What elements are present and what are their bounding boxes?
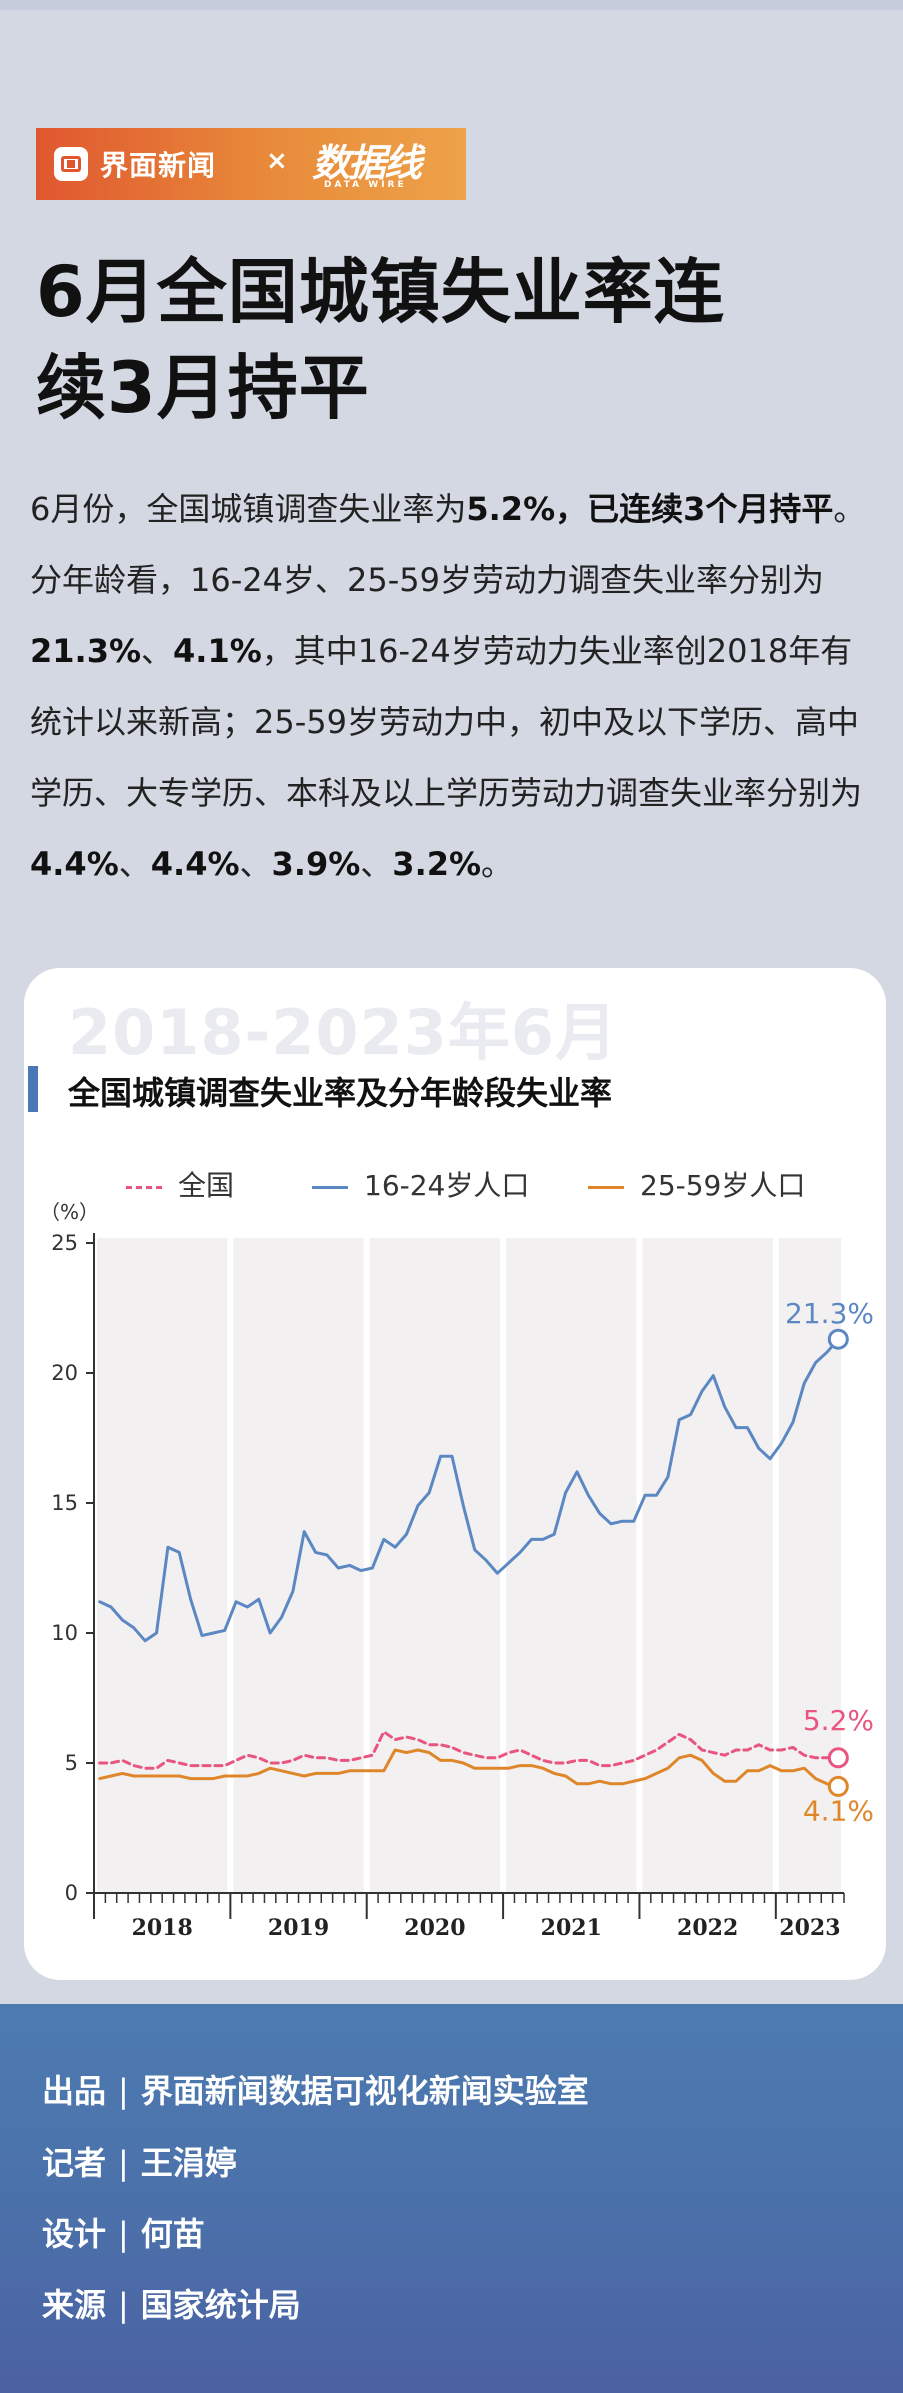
chart-card: 2018-2023年6月 全国城镇调查失业率及分年龄段失业率 全国 16-24岁… <box>24 968 886 1980</box>
intro-text-2: 。分年龄看，16-24岁、25-59岁劳动力调查失业率分别为 <box>30 490 866 599</box>
credit-source: 来源 | 国家统计局 <box>42 2280 301 2326</box>
x-year-label: 2022 <box>677 1915 738 1941</box>
intro-bold-6: 3.9% <box>271 845 361 883</box>
chart-period: 2018-2023年6月 <box>68 996 618 1069</box>
legend-label-youth: 16-24岁人口 <box>364 1169 530 1202</box>
credit-source-value: 国家统计局 <box>140 2286 301 2324</box>
series-end-marker-2 <box>827 1775 849 1797</box>
intro-text-3: 、 <box>141 632 174 670</box>
x-year-label: 2019 <box>268 1915 329 1941</box>
credit-reporter: 记者 | 王涓婷 <box>42 2138 237 2184</box>
series-end-marker-0 <box>827 1747 849 1769</box>
x-year-label: 2023 <box>779 1915 840 1941</box>
credit-designer: 设计 | 何苗 <box>42 2209 205 2255</box>
credit-producer-label: 出品 <box>42 2072 107 2110</box>
credit-separator: | <box>118 2286 129 2324</box>
intro-bold-5: 4.4% <box>150 845 240 883</box>
legend-label-adult: 25-59岁人口 <box>640 1169 806 1202</box>
y-tick-label: 0 <box>65 1881 78 1905</box>
year-band-2018 <box>97 1238 228 1893</box>
intro-text-6: 、 <box>239 845 272 883</box>
headline: 6月全国城镇失业率连 续3月持平 <box>36 244 876 436</box>
chart-title: 全国城镇调查失业率及分年龄段失业率 <box>68 1074 613 1112</box>
intro-text-8: 。 <box>481 845 514 883</box>
top-strip <box>0 0 903 10</box>
intro-bold-7: 3.2% <box>392 845 482 883</box>
intro-bold-2: 21.3% <box>30 632 142 670</box>
series-line-0 <box>98 1730 840 1770</box>
y-axis-unit: （%） <box>40 1200 100 1224</box>
credit-separator: | <box>118 2144 129 2182</box>
x-year-label: 2021 <box>541 1915 602 1941</box>
jiemian-logo-icon <box>54 147 88 181</box>
intro-bold-3: 4.1% <box>173 632 262 670</box>
credit-source-label: 来源 <box>42 2286 107 2324</box>
intro-text-1: 6月份，全国城镇调查失业率为 <box>30 490 467 528</box>
end-value-label: 4.1% <box>803 1794 874 1827</box>
credit-reporter-label: 记者 <box>42 2144 107 2182</box>
headline-line1: 6月全国城镇失业率连 <box>36 251 725 333</box>
year-band-2020 <box>369 1238 501 1893</box>
year-band-2022 <box>642 1238 773 1893</box>
credit-designer-label: 设计 <box>42 2215 107 2253</box>
y-tick-label: 20 <box>51 1361 78 1385</box>
datawire-logo-sub: DATA WIRE <box>324 180 407 190</box>
brand-banner: 界面新闻 × 数据线 DATA WIRE <box>36 128 466 200</box>
credit-reporter-value: 王涓婷 <box>140 2144 237 2182</box>
series-line-1 <box>98 1337 840 1643</box>
y-tick-label: 25 <box>51 1231 78 1255</box>
legend-label-national: 全国 <box>178 1169 235 1202</box>
credit-producer: 出品 | 界面新闻数据可视化新闻实验室 <box>42 2066 589 2112</box>
end-value-label: 5.2% <box>803 1704 874 1737</box>
credit-separator: | <box>118 2072 129 2110</box>
legend-swatch-youth <box>312 1185 348 1189</box>
year-band-2021 <box>506 1238 637 1893</box>
y-tick-label: 15 <box>51 1491 78 1515</box>
x-year-label: 2020 <box>404 1915 465 1941</box>
intro-text-5: 、 <box>118 845 151 883</box>
datawire-logo: 数据线 <box>312 140 422 185</box>
headline-line2: 续3月持平 <box>36 347 370 429</box>
end-value-label: 21.3% <box>785 1297 874 1330</box>
series-end-marker-1 <box>827 1328 849 1350</box>
intro-bold-4: 4.4% <box>30 845 119 883</box>
line-chart: 0 5 10 15 20 25 2018 2019 2020 2021 2022 2023 21.3% 5… <box>51 1231 874 1941</box>
legend-item-adult: 25-59岁人口 <box>588 1164 805 1204</box>
y-tick-label: 10 <box>51 1621 78 1645</box>
intro-text-4: ，其中16-24岁劳动力失业率创2018年有统计以来新高；25-59岁劳动力中，… <box>30 632 863 812</box>
brand-name: 界面新闻 <box>100 149 217 182</box>
brand-cross: × <box>266 146 288 176</box>
credit-producer-value: 界面新闻数据可视化新闻实验室 <box>140 2072 589 2110</box>
legend-swatch-adult <box>588 1185 624 1189</box>
legend-swatch-national <box>126 1185 162 1189</box>
legend-item-youth: 16-24岁人口 <box>312 1164 529 1204</box>
credits-footer: 出品 | 界面新闻数据可视化新闻实验室 记者 | 王涓婷 设计 | 何苗 来源 | 国家统计局 <box>0 2004 903 2393</box>
intro-paragraph: 6月份，全国城镇调查失业率为5.2%，已连续3个月持平。分年龄看，16-24岁、… <box>30 474 872 900</box>
credit-designer-value: 何苗 <box>140 2215 205 2253</box>
x-year-label: 2018 <box>132 1915 193 1941</box>
intro-bold-1: 5.2%，已连续3个月持平 <box>466 490 834 528</box>
chart-title-accent <box>28 1066 38 1112</box>
legend-item-national: 全国 <box>126 1164 234 1204</box>
series-line-2 <box>98 1748 840 1788</box>
credit-separator: | <box>118 2215 129 2253</box>
intro-text-7: 、 <box>360 845 393 883</box>
y-tick-label: 5 <box>65 1751 78 1775</box>
